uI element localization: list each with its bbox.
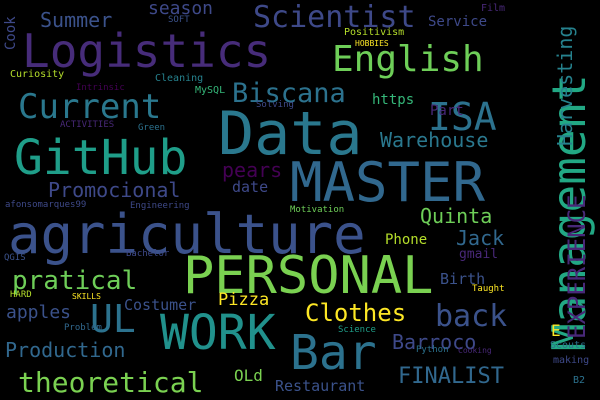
- word-work: WORK: [160, 305, 276, 361]
- word-intrinsic: Intrinsic: [76, 83, 125, 93]
- word-python: Python: [416, 345, 449, 355]
- word-part: Part: [430, 103, 464, 119]
- word-afonsomarques99: afonsomarques99: [5, 200, 87, 210]
- word-taught: Taught: [472, 284, 505, 294]
- word-costumer: Costumer: [124, 296, 197, 314]
- word-hard: HARD: [10, 290, 32, 300]
- word-b2: B2: [573, 375, 586, 386]
- word-back: back: [435, 299, 508, 334]
- word-personal: PERSONAL: [183, 246, 434, 306]
- word-english: English: [332, 39, 484, 80]
- word-scouts: Scouts: [550, 340, 587, 351]
- word-old: OLd: [234, 366, 263, 385]
- word-soft: SOFT: [168, 15, 190, 25]
- word-harvesting: Harvesting: [553, 25, 577, 146]
- word-engineering: Engineering: [130, 201, 190, 211]
- word-bar: Bar: [290, 325, 377, 381]
- word-summer: Summer: [40, 8, 113, 32]
- word-mysql: MySQL: [195, 85, 226, 96]
- word-bachelor: Bachelor: [126, 249, 170, 259]
- word-phone: Phone: [385, 232, 428, 248]
- word-gmail: gmail: [459, 247, 499, 262]
- word-production: Production: [5, 338, 126, 362]
- word-current: Current: [18, 87, 162, 127]
- word-restaurant: Restaurant: [275, 377, 366, 395]
- word-jack: Jack: [456, 226, 505, 250]
- word-master: MASTER: [290, 151, 486, 214]
- word-season: season: [148, 0, 214, 19]
- word-finalist: FINALIST: [398, 364, 504, 389]
- word-hobbies: HOBBIES: [355, 39, 389, 48]
- word-https: https: [372, 92, 415, 108]
- word-isa: ISA: [428, 95, 497, 139]
- word-data: Data: [218, 99, 363, 169]
- word-clothes: Clothes: [305, 299, 407, 327]
- word-motivation: Motivation: [290, 205, 345, 215]
- word-activities: ACTIVITIES: [60, 120, 115, 130]
- word-pears: pears: [222, 158, 283, 182]
- word-making: making: [553, 355, 590, 366]
- word-date: date: [232, 178, 269, 196]
- word-film: Film: [481, 3, 506, 14]
- word-skills: SKILLS: [72, 292, 101, 301]
- word-qgis: QGIS: [4, 253, 26, 263]
- word-theoretical: theoretical: [18, 366, 204, 399]
- word-science: Science: [338, 325, 376, 335]
- word-scientist: Scientist: [253, 0, 416, 35]
- word-warehouse: Warehouse: [380, 128, 489, 152]
- word-positivism: Positivism: [344, 27, 405, 38]
- word-apples: apples: [6, 302, 72, 323]
- word-biscana: Biscana: [232, 78, 346, 109]
- word-github: GitHub: [14, 130, 188, 186]
- word-quinta: Quinta: [420, 204, 493, 228]
- word-agriculture: agriculture: [8, 203, 366, 266]
- word-service: Service: [428, 14, 488, 30]
- word-cleaning: Cleaning: [155, 73, 204, 84]
- word-cook: Cook: [3, 16, 19, 50]
- word-cooking: Cooking: [458, 346, 492, 355]
- word-pizza: Pizza: [218, 290, 270, 310]
- word-e: E: [551, 321, 561, 340]
- word-green: Green: [138, 123, 166, 133]
- word-logistics: Logistics: [22, 24, 272, 78]
- word-solving: Solving: [256, 100, 294, 110]
- word-curiosity: Curiosity: [10, 69, 65, 80]
- word-barroco: Barroco: [392, 330, 477, 354]
- word-experience: EXPERIENCE: [563, 194, 591, 340]
- word-birth: Birth: [440, 270, 486, 288]
- word-pratical: pratical: [12, 266, 138, 296]
- word-promocional: Promocional: [48, 178, 181, 202]
- word-ul: UL: [90, 297, 136, 341]
- word-problem: Problem: [64, 323, 102, 333]
